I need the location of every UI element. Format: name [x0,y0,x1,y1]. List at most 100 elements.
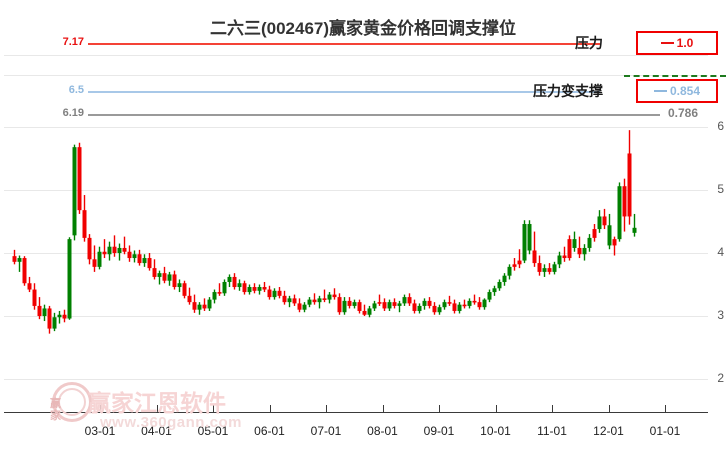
candlestick [322,289,327,303]
candlestick [362,304,367,316]
candlestick [487,289,492,303]
y-axis-tick-label: 4 [717,245,724,259]
candlestick [272,288,277,300]
candlestick [557,251,562,269]
candlestick [502,273,507,286]
candlestick [262,281,267,293]
candlestick [102,239,107,259]
candlestick [127,245,132,262]
candlestick [612,236,617,256]
candlestick [547,263,552,275]
annotation-box-pressure-to-support[interactable]: 0.854 [636,79,718,103]
candlestick [142,254,147,267]
annotation-box-pressure[interactable]: 1.0 [636,31,718,55]
candlestick [402,294,407,306]
candlestick [497,279,502,291]
x-axis-line [4,412,708,413]
x-axis-tick-mark [326,405,327,413]
candlestick [92,245,97,272]
brand-logo-icon: 赢 家 [50,382,96,426]
legend-dash-icon [660,42,674,44]
reference-line-pressure-to-support [88,91,600,93]
candlestick [87,234,92,265]
y-axis-tick-label: 3 [717,308,724,322]
candlestick [207,297,212,311]
candlestick [342,297,347,315]
candlestick [532,231,537,267]
candlestick [537,255,542,276]
candlestick [52,312,57,332]
candlestick [372,300,377,311]
candlestick [22,256,27,286]
candlestick [457,302,462,314]
candlestick [327,292,332,304]
candlestick [517,249,522,269]
logo-glyphs: 赢 家 [50,398,80,424]
gridline-y [4,127,708,128]
candlestick [582,244,587,261]
candlestick [307,297,312,308]
candlestick [377,294,382,306]
candlestick [462,299,467,309]
candlestick [332,288,337,300]
candlestick [292,294,297,306]
candlestick [527,220,532,255]
reference-line-neutral [88,114,660,116]
annotation-value-pressure-to-support: 0.854 [669,84,701,98]
candlestick [137,249,142,266]
candlestick [627,130,632,225]
reference-line-pressure [88,43,600,45]
candlestick [192,294,197,313]
candlestick [12,249,17,265]
gridline-y [4,253,708,254]
x-axis-tick-mark [269,405,271,413]
candlestick [287,295,292,308]
legend-dash-icon [653,90,667,92]
candlestick [62,309,67,323]
gridline-y [4,316,708,317]
annotation-label-pressure: 压力 [575,35,603,51]
candlestick [622,178,627,232]
candlestick [77,142,82,214]
candlestick [572,231,577,252]
candlestick [412,299,417,314]
candlestick [227,274,232,288]
logo-outer-ring [52,382,92,422]
candlestick [47,305,52,334]
candlestick [32,283,37,310]
candlestick [217,283,222,296]
candlestick [222,279,227,296]
candlestick [392,298,397,309]
candlestick [432,302,437,315]
page-title: 二六三(002467)赢家黄金价格回调支撑位 [209,19,517,38]
gridline-minor [4,55,708,56]
annotation-label-pressure-to-support: 压力变支撑 [533,83,603,99]
x-axis-tick-mark [665,405,666,413]
candlestick [562,246,567,262]
x-axis-tick-label: 04-01 [141,424,172,438]
candlestick [337,293,342,315]
candlestick [257,284,262,295]
candlestick [162,266,167,284]
candlestick [27,276,32,293]
candlestick [467,298,472,309]
candlestick [232,273,237,290]
green-dotted-level [624,75,726,77]
candlestick [197,302,202,315]
x-axis-tick-mark [213,405,214,413]
candlestick [17,255,22,272]
candlestick [247,284,252,295]
candlestick [282,290,287,305]
candlestick [177,279,182,293]
candlestick [602,208,607,230]
x-axis-tick-mark [495,405,497,413]
y-axis-tick-label: 6 [717,119,724,133]
candlestick [57,310,62,324]
x-axis-tick-label: 08-01 [367,424,398,438]
annotation-value-pressure: 1.0 [676,36,694,50]
candlestick [352,299,357,309]
candlestick [587,234,592,252]
candlestick [442,299,447,310]
